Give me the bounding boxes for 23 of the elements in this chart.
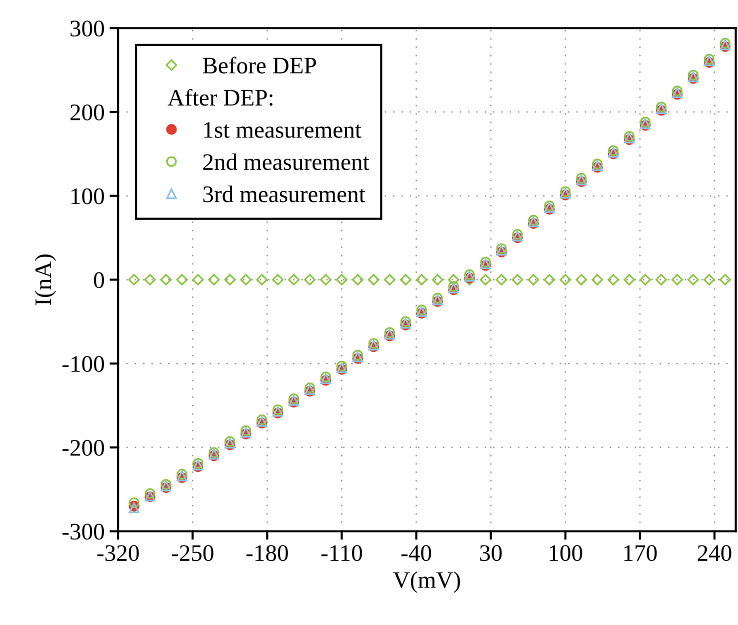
x-tick-label: 30 [480,545,502,562]
legend-label: Before DEP [202,56,316,74]
y-tick-label: 100 [72,188,104,204]
x-tick-label: 100 [550,545,582,562]
legend-label: 2nd measurement [203,153,370,170]
annotation: After DEP: [168,88,272,106]
x-tick-label: 240 [698,545,732,562]
x-axis-title: V(mV) [393,571,460,593]
y-tick-label: 300 [70,20,104,37]
x-tick-label: -250 [172,545,214,562]
x-tick-label: -40 [401,545,432,562]
x-tick-label: -110 [321,545,362,562]
y-axis-title: I(nA) [34,254,56,306]
x-tick-label: -180 [246,545,288,562]
y-tick-label: -100 [62,356,104,372]
y-tick-label: 200 [70,104,104,120]
y-tick-label: -300 [62,524,104,540]
x-tick-label: -320 [97,545,139,562]
x-tick-label: 170 [624,545,657,562]
legend-label: 3rd measurement [203,186,366,202]
y-tick-label: 0 [94,272,104,288]
legend-label: 1st measurement [204,122,362,138]
y-tick-label: -200 [62,440,104,456]
